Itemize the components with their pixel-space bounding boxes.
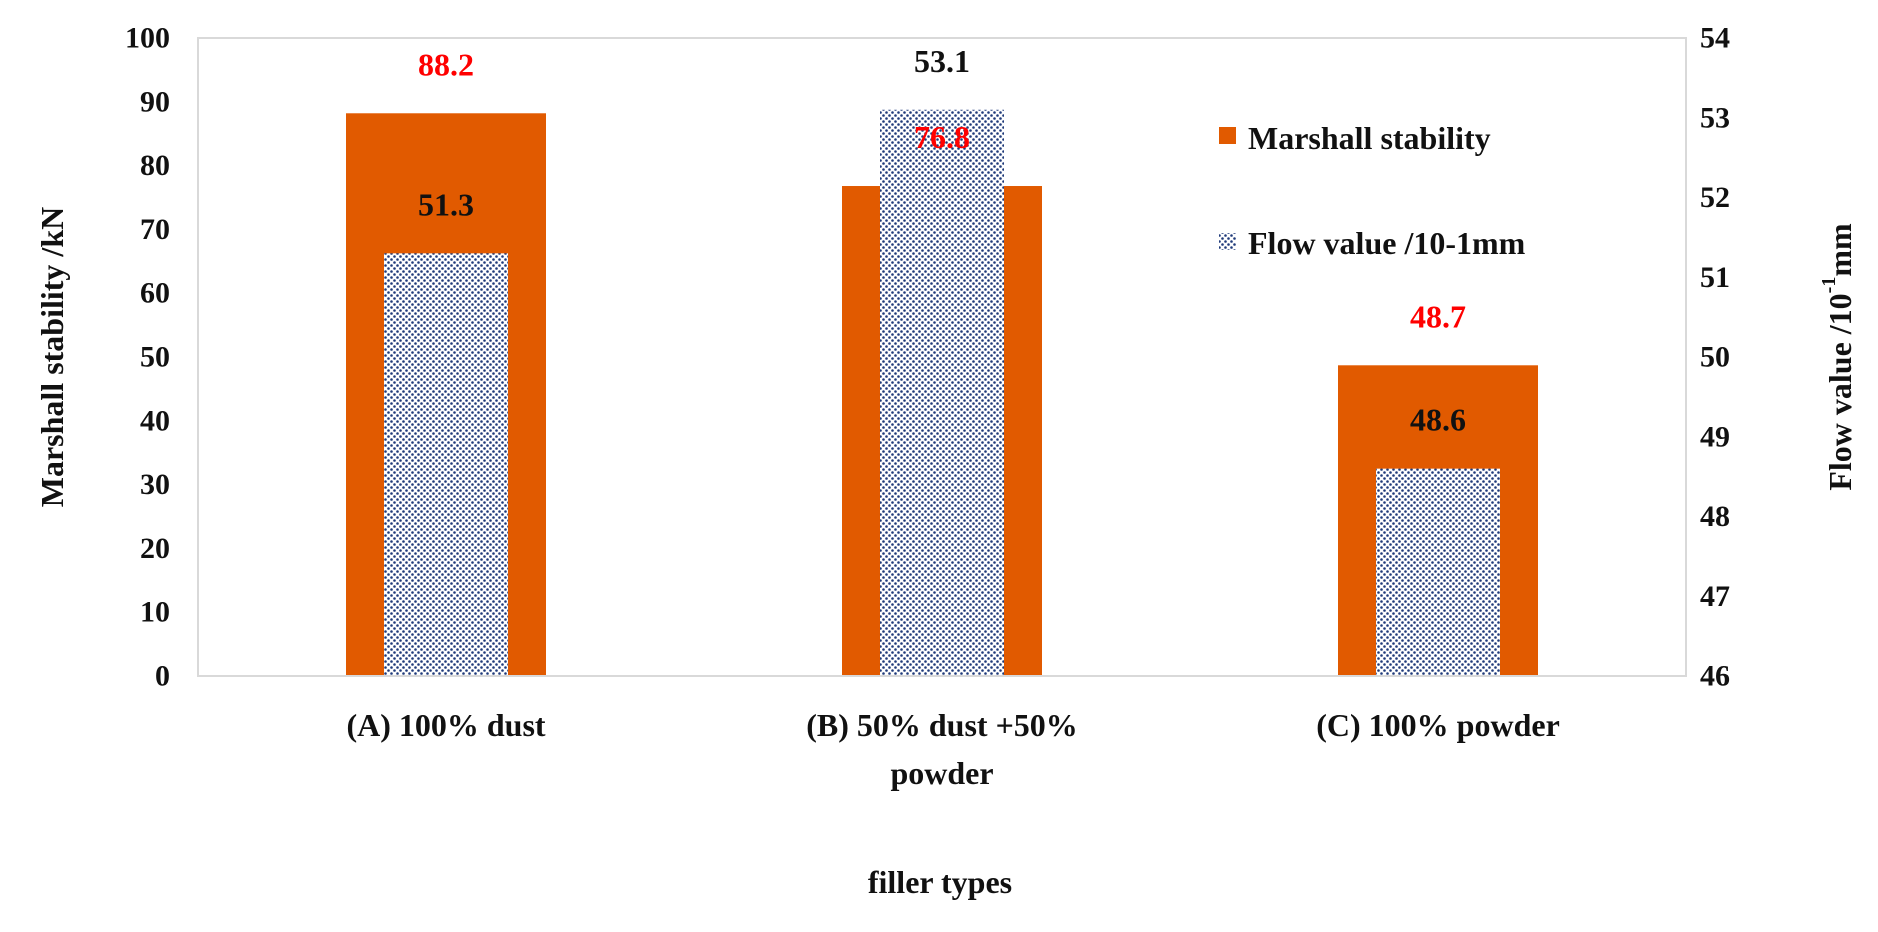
data-labels: 88.2 51.3 76.8 53.1 48.7 48.6 [418, 43, 1466, 438]
right-tick-label: 48 [1700, 500, 1730, 533]
left-axis-title: Marshall stability /kN [34, 207, 70, 507]
left-tick-label: 80 [140, 149, 170, 182]
category-label: powder [890, 755, 993, 791]
bar-flow-value [1376, 468, 1500, 676]
left-tick-label: 0 [155, 660, 170, 693]
right-tick-label: 52 [1700, 181, 1730, 214]
data-label-flow: 51.3 [418, 186, 474, 222]
bar-flow-value [880, 109, 1004, 676]
category-label: (B) 50% dust +50% [806, 707, 1078, 743]
data-label-flow: 53.1 [914, 43, 970, 79]
right-axis-title-end: mm [1822, 223, 1858, 277]
category-label: (C) 100% powder [1316, 707, 1560, 743]
right-tick-label: 49 [1700, 420, 1730, 453]
data-label-marshall: 88.2 [418, 46, 474, 82]
right-tick-label: 46 [1700, 660, 1730, 693]
left-tick-label: 100 [125, 22, 170, 55]
left-tick-label: 50 [140, 341, 170, 374]
left-tick-label: 60 [140, 277, 170, 310]
right-tick-label: 53 [1700, 101, 1730, 134]
legend: Marshall stability Flow value /10-1mm [1219, 120, 1526, 261]
right-axis-title: Flow value /10-1mm [1818, 223, 1858, 491]
category-label: (A) 100% dust [346, 707, 545, 743]
bar-flow-value [384, 253, 508, 676]
bars [346, 109, 1538, 677]
left-tick-label: 30 [140, 468, 170, 501]
legend-swatch-marshall [1219, 127, 1236, 144]
right-tick-label: 47 [1700, 580, 1730, 613]
left-tick-label: 10 [140, 596, 170, 629]
left-tick-label: 20 [140, 532, 170, 565]
left-tick-label: 90 [140, 85, 170, 118]
data-label-marshall: 48.7 [1410, 298, 1466, 334]
right-tick-label: 54 [1700, 22, 1730, 55]
category-labels: (A) 100% dust (B) 50% dust +50% powder (C) … [346, 707, 1559, 791]
data-label-flow: 48.6 [1410, 402, 1466, 438]
left-tick-label: 70 [140, 213, 170, 246]
legend-label-marshall: Marshall stability [1248, 120, 1491, 156]
x-axis-title: filler types [868, 864, 1012, 900]
data-label-marshall: 76.8 [914, 119, 970, 155]
right-tick-label: 51 [1700, 261, 1730, 294]
left-axis-ticks: 0 10 20 30 40 50 60 70 80 90 100 [125, 22, 170, 693]
right-axis-title-superscript: -1 [1818, 277, 1840, 294]
right-axis-title-main: Flow value /10 [1822, 293, 1858, 490]
legend-label-flow: Flow value /10-1mm [1248, 225, 1526, 261]
left-tick-label: 40 [140, 404, 170, 437]
right-tick-label: 50 [1700, 341, 1730, 374]
legend-swatch-flow [1219, 233, 1236, 250]
right-axis-ticks: 46 47 48 49 50 51 52 53 54 [1700, 22, 1730, 693]
